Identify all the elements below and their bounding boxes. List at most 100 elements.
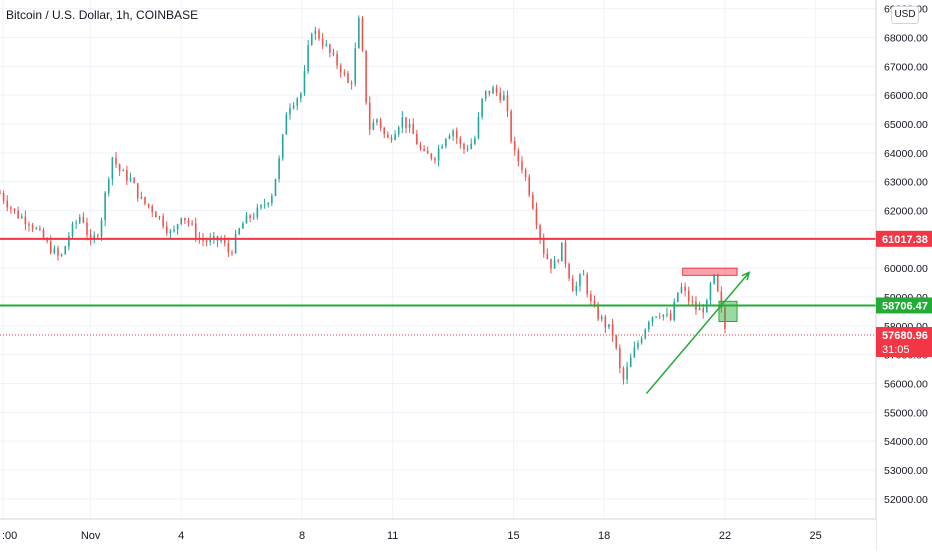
candle-body — [524, 169, 527, 177]
candle-body — [575, 285, 578, 292]
candle-body — [426, 150, 429, 154]
candle-body — [673, 301, 676, 321]
candle-body — [115, 157, 117, 165]
candle-body — [209, 238, 212, 242]
candle-body — [495, 87, 498, 93]
x-tick-label: 25 — [809, 530, 821, 542]
candle-body — [158, 216, 161, 218]
sell-zone-box[interactable] — [682, 267, 738, 276]
candle-body — [593, 301, 596, 307]
y-tick-label: 54000.00 — [884, 436, 928, 448]
candle-body — [579, 274, 581, 286]
y-tick-label: 67000.00 — [884, 61, 928, 73]
x-tick-label: 15 — [507, 530, 519, 542]
candle-body — [655, 316, 657, 318]
candle-body — [720, 291, 723, 308]
candle-body — [564, 242, 567, 264]
candle-body — [336, 54, 338, 66]
candle-body — [39, 228, 41, 230]
candle-body — [310, 33, 313, 46]
candle-body — [100, 220, 103, 237]
candle-body — [173, 229, 175, 231]
candle-body — [180, 217, 183, 225]
candle-body — [376, 119, 378, 123]
y-tick-label: 66000.00 — [884, 90, 928, 102]
candle-body — [2, 193, 5, 201]
x-tick-label: Nov — [81, 530, 101, 542]
candle-body — [434, 158, 436, 161]
candle-body — [93, 235, 96, 240]
buy-zone-box[interactable] — [718, 300, 738, 322]
candle-body — [510, 111, 512, 142]
candle-body — [702, 307, 705, 313]
candle-body — [162, 216, 164, 227]
candle-body — [343, 72, 346, 74]
candle-body — [590, 294, 592, 302]
candle-body — [213, 236, 215, 239]
last-price-tag — [876, 327, 932, 358]
candle-body — [546, 253, 549, 259]
candle-body — [347, 73, 349, 83]
candle-body — [506, 95, 509, 112]
resistance-price-label-bg — [876, 230, 932, 247]
candle-body — [104, 192, 106, 221]
candle-body — [49, 241, 52, 254]
y-tick-label: 52000.00 — [884, 494, 928, 506]
x-tick-label: 18 — [598, 530, 610, 542]
candle-body — [260, 205, 262, 208]
candle-body — [17, 210, 19, 218]
candle-body — [354, 48, 357, 84]
candle-body — [133, 178, 135, 184]
support-price-label-bg — [876, 297, 932, 314]
candle-body — [194, 223, 197, 238]
candle-body — [57, 248, 59, 256]
candle-body — [231, 252, 233, 254]
candle-body — [252, 217, 255, 219]
currency-button[interactable]: USD — [891, 6, 919, 24]
candle-body — [318, 30, 320, 39]
candle-body — [405, 117, 407, 128]
candle-body — [53, 248, 56, 254]
candle-body — [724, 307, 726, 330]
grid-layer — [0, 0, 876, 519]
candle-body — [118, 164, 121, 172]
candle-body — [441, 146, 444, 149]
x-tick-label: 4 — [178, 530, 184, 542]
candle-body — [477, 116, 480, 139]
candle-body — [220, 239, 222, 241]
candle-body — [31, 225, 34, 229]
y-tick-label: 55000.00 — [884, 407, 928, 419]
candle-body — [532, 194, 534, 209]
x-tick-label: :00 — [2, 530, 17, 542]
candle-body — [10, 207, 12, 209]
candle-body — [571, 278, 574, 292]
candle-body — [155, 211, 157, 218]
drawings-layer[interactable] — [0, 237, 876, 395]
candle-body — [86, 222, 88, 235]
candle-body — [176, 224, 179, 230]
candle-body — [582, 274, 585, 276]
candle-body — [379, 119, 382, 128]
time-axis[interactable] — [0, 519, 876, 550]
candle-body — [600, 316, 603, 320]
candle-body — [499, 92, 502, 101]
candle-body — [129, 178, 132, 181]
candle-body — [390, 137, 393, 140]
trend-line[interactable] — [645, 271, 750, 395]
candle-body — [691, 301, 694, 303]
candle-body — [13, 208, 16, 211]
candle-body — [452, 130, 454, 136]
price-axis[interactable] — [876, 0, 932, 550]
candle-body — [245, 215, 248, 224]
candle-body — [64, 246, 67, 255]
candle-body — [24, 216, 27, 225]
candle-body — [107, 179, 110, 193]
candle-body — [716, 274, 719, 292]
candle-body — [713, 274, 715, 284]
candle-body — [662, 314, 665, 317]
candle-body — [256, 207, 259, 218]
y-tick-label: 62000.00 — [884, 205, 928, 217]
